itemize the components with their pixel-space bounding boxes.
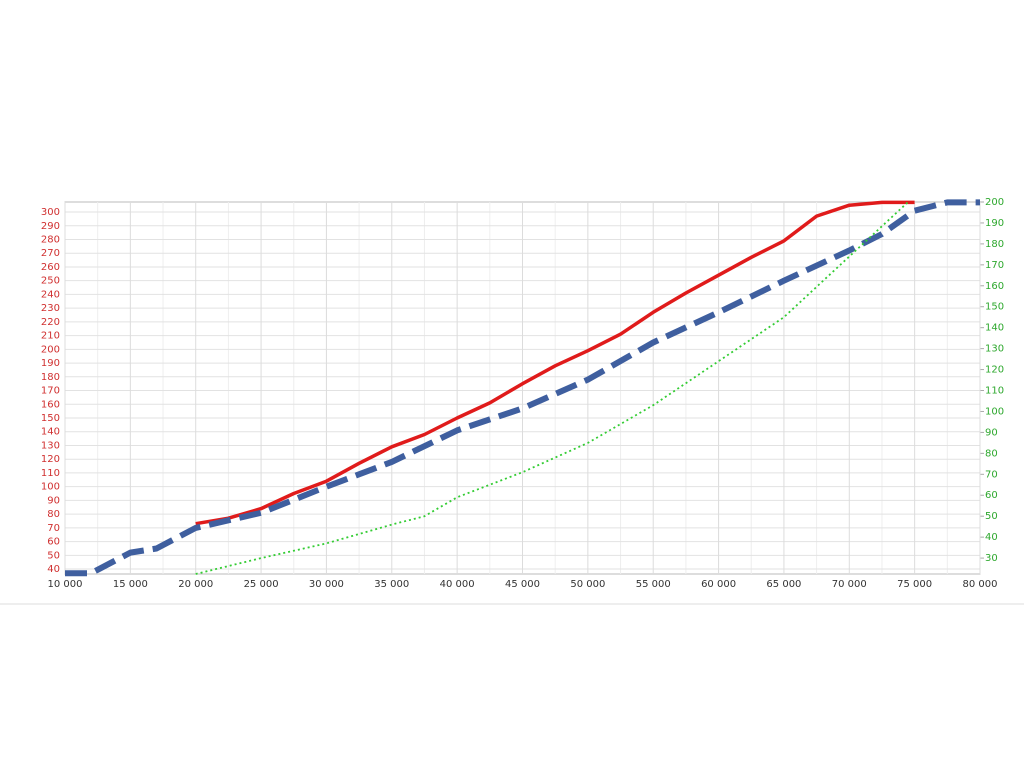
y2-tick-label: 180 bbox=[985, 239, 1004, 250]
y2-tick-label: 50 bbox=[985, 511, 998, 522]
y2-tick-label: 170 bbox=[985, 260, 1004, 271]
y2-tick-label: 120 bbox=[985, 365, 1004, 376]
x-tick-label: 45 000 bbox=[505, 579, 540, 590]
y2-tick-label: 150 bbox=[985, 302, 1004, 313]
x-tick-label: 10 000 bbox=[48, 579, 83, 590]
y2-tick-label: 30 bbox=[985, 553, 998, 564]
y-tick-label: 70 bbox=[47, 523, 60, 534]
y-tick-label: 110 bbox=[41, 468, 60, 479]
x-tick-label: 60 000 bbox=[701, 579, 736, 590]
x-tick-label: 25 000 bbox=[244, 579, 279, 590]
y2-tick-label: 130 bbox=[985, 344, 1004, 355]
y-tick-label: 80 bbox=[47, 509, 60, 520]
x-tick-label: 70 000 bbox=[832, 579, 867, 590]
x-tick-label: 65 000 bbox=[766, 579, 801, 590]
x-tick-label: 50 000 bbox=[570, 579, 605, 590]
y-tick-label: 270 bbox=[41, 248, 60, 259]
x-tick-label: 30 000 bbox=[309, 579, 344, 590]
series-line bbox=[65, 199, 980, 577]
y-tick-label: 120 bbox=[41, 454, 60, 465]
x-tick-label: 55 000 bbox=[636, 579, 671, 590]
x-tick-label: 15 000 bbox=[113, 579, 148, 590]
y-tick-label: 260 bbox=[41, 262, 60, 273]
y2-tick-label: 90 bbox=[985, 427, 998, 438]
y-tick-label: 90 bbox=[47, 495, 60, 506]
y-tick-label: 250 bbox=[41, 276, 60, 287]
y-tick-label: 170 bbox=[41, 386, 60, 397]
y-tick-label: 150 bbox=[41, 413, 60, 424]
x-tick-label: 35 000 bbox=[374, 579, 409, 590]
y-tick-label: 180 bbox=[41, 372, 60, 383]
y2-tick-label: 80 bbox=[985, 448, 998, 459]
y2-tick-label: 200 bbox=[985, 197, 1004, 208]
y2-tick-label: 60 bbox=[985, 490, 998, 501]
x-tick-label: 75 000 bbox=[897, 579, 932, 590]
y-tick-label: 210 bbox=[41, 331, 60, 342]
y2-tick-label: 110 bbox=[985, 386, 1004, 397]
y-tick-label: 40 bbox=[47, 564, 60, 575]
y2-tick-label: 100 bbox=[985, 406, 1004, 417]
y-tick-label: 160 bbox=[41, 399, 60, 410]
y-tick-label: 130 bbox=[41, 440, 60, 451]
y-tick-label: 300 bbox=[41, 207, 60, 218]
y-tick-label: 220 bbox=[41, 317, 60, 328]
y2-tick-label: 70 bbox=[985, 469, 998, 480]
y-tick-label: 60 bbox=[47, 537, 60, 548]
x-tick-label: 80 000 bbox=[963, 579, 998, 590]
y-tick-label: 190 bbox=[41, 358, 60, 369]
y-tick-label: 50 bbox=[47, 550, 60, 561]
y2-tick-label: 190 bbox=[985, 218, 1004, 229]
y-tick-label: 240 bbox=[41, 289, 60, 300]
y2-tick-label: 140 bbox=[985, 323, 1004, 334]
y-tick-label: 230 bbox=[41, 303, 60, 314]
y-tick-label: 200 bbox=[41, 344, 60, 355]
series-line bbox=[195, 200, 915, 526]
y-tick-label: 280 bbox=[41, 234, 60, 245]
x-tick-label: 40 000 bbox=[440, 579, 475, 590]
y2-tick-label: 40 bbox=[985, 532, 998, 543]
y-tick-label: 290 bbox=[41, 221, 60, 232]
x-tick-label: 20 000 bbox=[178, 579, 213, 590]
y2-tick-label: 160 bbox=[985, 281, 1004, 292]
y-tick-label: 140 bbox=[41, 427, 60, 438]
y-tick-label: 100 bbox=[41, 482, 60, 493]
